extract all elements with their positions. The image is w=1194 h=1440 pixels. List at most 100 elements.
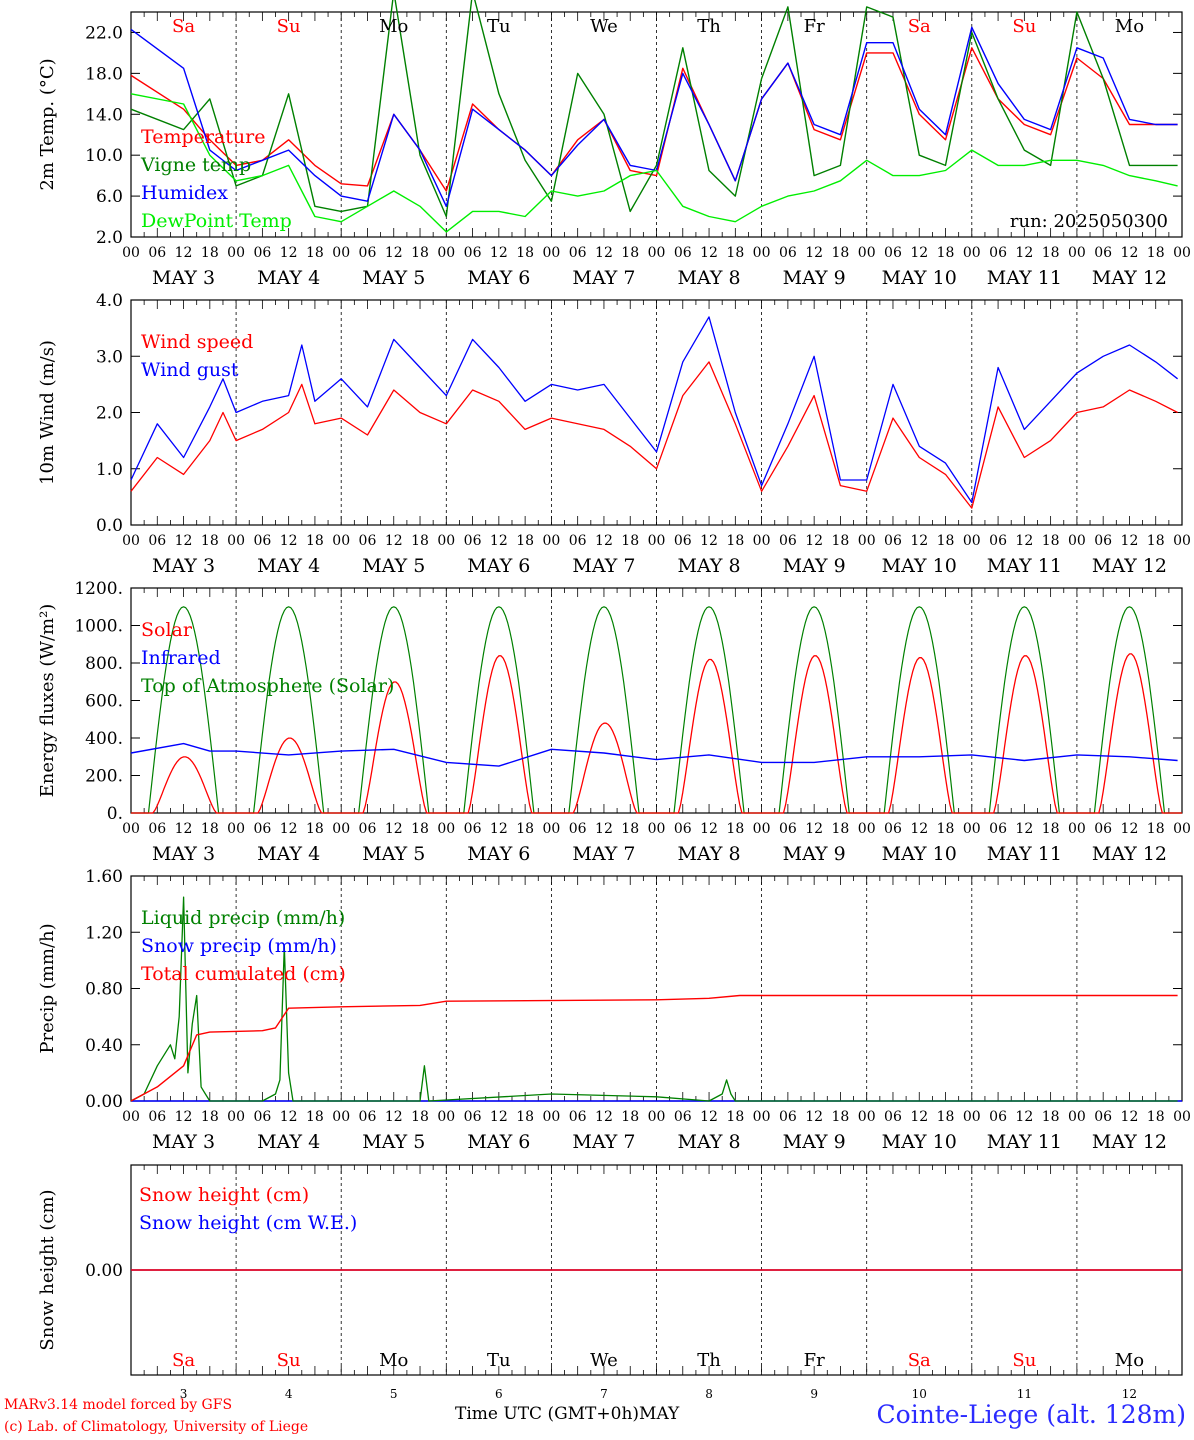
hour-tick-label: 00 (753, 1109, 771, 1125)
hour-tick-label: 06 (148, 245, 166, 261)
hour-tick-label: 12 (700, 533, 718, 549)
day-number-label: 5 (390, 1387, 398, 1401)
hour-tick-label: 18 (937, 821, 955, 837)
hour-tick-label: 00 (1068, 245, 1086, 261)
day-number-label: 10 (912, 1387, 927, 1401)
date-label: MAY 6 (467, 1131, 530, 1153)
hour-tick-label: 06 (253, 1109, 271, 1125)
series-line-wind (130, 316, 1178, 504)
date-label: MAY 5 (362, 267, 425, 289)
hour-tick-label: 00 (858, 533, 876, 549)
hour-tick-label: 18 (516, 533, 534, 549)
y-tick-label: 22.0 (85, 23, 123, 43)
hour-tick-label: 12 (385, 1109, 403, 1125)
hour-tick-label: 06 (359, 821, 377, 837)
hour-tick-label: 00 (437, 245, 455, 261)
hour-tick-label: 18 (411, 245, 429, 261)
hour-tick-label: 06 (779, 821, 797, 837)
hour-tick-label: 18 (726, 1109, 744, 1125)
hour-tick-label: 06 (464, 821, 482, 837)
hour-tick-label: 00 (437, 821, 455, 837)
legend-entry: Liquid precip (mm/h) (141, 907, 345, 929)
weekday-label: Th (697, 16, 721, 37)
legend-entry: Total cumulated (cm) (141, 963, 346, 985)
hour-tick-label: 06 (989, 533, 1007, 549)
hour-tick-label: 18 (621, 1109, 639, 1125)
date-label: MAY 12 (1092, 267, 1167, 289)
hour-tick-label: 12 (1121, 533, 1139, 549)
hour-tick-label: 18 (1042, 1109, 1060, 1125)
hour-tick-label: 18 (832, 245, 850, 261)
date-label: MAY 4 (257, 1131, 320, 1153)
copyright-text: (c) Lab. of Climatology, University of L… (4, 1419, 309, 1435)
y-axis-label: 10m Wind (m/s) (37, 340, 58, 485)
hour-tick-label: 06 (884, 245, 902, 261)
date-label: MAY 6 (467, 555, 530, 577)
weekday-label: Mo (1115, 16, 1144, 37)
y-tick-label: 1.20 (85, 923, 123, 943)
day-number-label: 8 (705, 1387, 713, 1401)
hour-tick-label: 00 (122, 821, 140, 837)
y-tick-label: 6.0 (96, 187, 123, 207)
hour-tick-label: 00 (858, 821, 876, 837)
weekday-label: Tu (487, 16, 511, 37)
weekday-label: Sa (172, 1350, 195, 1371)
hour-tick-label: 00 (1173, 1109, 1191, 1125)
hour-tick-label: 18 (1042, 245, 1060, 261)
hour-tick-label: 12 (805, 533, 823, 549)
hour-tick-label: 06 (779, 533, 797, 549)
hour-tick-label: 06 (569, 821, 587, 837)
hour-tick-label: 12 (490, 821, 508, 837)
legend-entry: Wind speed (141, 331, 253, 353)
hour-tick-label: 12 (595, 821, 613, 837)
hour-tick-label: 06 (1094, 821, 1112, 837)
hour-tick-label: 00 (437, 1109, 455, 1125)
legend-entry: Temperature (141, 126, 265, 148)
series-line-liquid-precip (130, 896, 1178, 1102)
hour-tick-label: 00 (1068, 1109, 1086, 1125)
hour-tick-label: 00 (332, 533, 350, 549)
series-line-wind (130, 361, 1178, 509)
weekday-label: Sa (172, 16, 195, 37)
y-axis-label: Energy fluxes (W/m²) (37, 604, 58, 798)
hour-tick-label: 12 (280, 533, 298, 549)
hour-tick-label: 00 (437, 533, 455, 549)
date-label: MAY 9 (783, 267, 846, 289)
y-axis-label: Snow height (cm) (37, 1189, 58, 1350)
date-label: MAY 9 (783, 843, 846, 865)
y-tick-label: 14.0 (85, 105, 123, 125)
hour-tick-label: 12 (385, 533, 403, 549)
hour-tick-label: 12 (1121, 245, 1139, 261)
legend-entry: Wind gust (141, 359, 239, 381)
date-label: MAY 3 (152, 555, 215, 577)
hour-tick-label: 06 (884, 533, 902, 549)
hour-tick-label: 06 (464, 245, 482, 261)
hour-tick-label: 12 (1121, 821, 1139, 837)
legend-entry: Snow precip (mm/h) (141, 935, 337, 957)
hour-tick-label: 06 (884, 1109, 902, 1125)
hour-tick-label: 12 (1015, 821, 1033, 837)
hour-tick-label: 12 (1015, 1109, 1033, 1125)
date-label: MAY 12 (1092, 1131, 1167, 1153)
hour-tick-label: 18 (516, 821, 534, 837)
hour-tick-label: 06 (884, 821, 902, 837)
hour-tick-label: 12 (910, 821, 928, 837)
hour-tick-label: 06 (779, 1109, 797, 1125)
hour-tick-label: 00 (963, 245, 981, 261)
y-tick-label: 400. (85, 729, 123, 749)
date-label: MAY 10 (882, 555, 957, 577)
date-label: MAY 5 (362, 1131, 425, 1153)
hour-tick-label: 00 (542, 245, 560, 261)
day-number-label: 11 (1017, 1387, 1032, 1401)
y-tick-label: 2.0 (96, 228, 123, 248)
hour-tick-label: 18 (621, 533, 639, 549)
hour-tick-label: 00 (1173, 533, 1191, 549)
hour-tick-label: 00 (122, 245, 140, 261)
legend-entry: DewPoint Temp (141, 210, 292, 232)
hour-tick-label: 06 (148, 533, 166, 549)
date-label: MAY 11 (987, 555, 1062, 577)
date-label: MAY 7 (572, 1131, 635, 1153)
legend-entry: Vigne temp (140, 154, 251, 176)
hour-tick-label: 12 (910, 245, 928, 261)
